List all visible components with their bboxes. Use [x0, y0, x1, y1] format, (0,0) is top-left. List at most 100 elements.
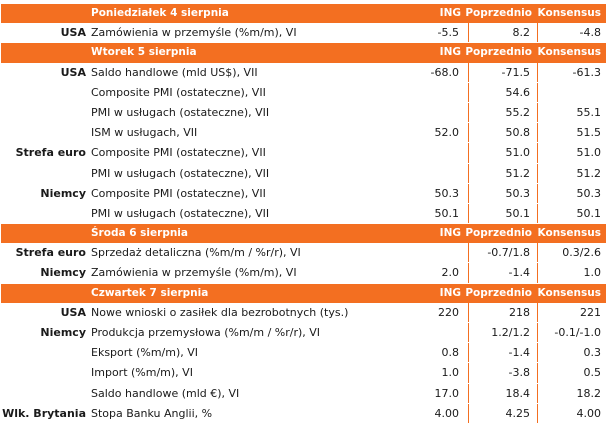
- day-header-row: Środa 6 sierpnia ING Poprzednio Konsensus: [1, 224, 606, 244]
- previous-value: -1.4: [508, 346, 530, 360]
- ing-forecast-value: 50.3: [434, 186, 460, 200]
- column-header-previous: Poprzednio: [465, 286, 532, 299]
- country-label: Wlk. Brytania: [2, 406, 86, 420]
- column-separator: [468, 343, 469, 363]
- column-separator: [468, 82, 469, 102]
- previous-value: 50.3: [505, 186, 531, 200]
- column-header-consensus: Konsensus: [537, 46, 601, 59]
- consensus-value: 1.0: [583, 266, 602, 280]
- column-header-previous: Poprzednio: [465, 46, 532, 59]
- column-separator: [468, 383, 469, 403]
- column-separator: [468, 403, 469, 423]
- column-separator: [468, 143, 469, 163]
- column-separator: [537, 102, 538, 123]
- consensus-value: 50.3: [576, 186, 602, 200]
- indicator-label: Saldo handlowe (mld €), VI: [91, 386, 240, 400]
- column-separator: [537, 62, 538, 82]
- column-header-previous: Poprzednio: [465, 7, 532, 19]
- column-separator: [537, 383, 538, 403]
- column-separator: [537, 82, 538, 102]
- ing-forecast-value: 52.0: [434, 126, 460, 140]
- previous-value: 4.25: [505, 406, 531, 420]
- column-separator: [537, 243, 538, 263]
- previous-value: 218: [509, 305, 530, 319]
- consensus-value: 51.2: [576, 166, 602, 180]
- consensus-value: 51.5: [576, 126, 602, 140]
- previous-value: 1.2/1.2: [491, 326, 530, 339]
- consensus-value: 4.00: [576, 406, 602, 420]
- column-separator: [537, 403, 538, 423]
- column-header-consensus: Konsensus: [537, 227, 601, 240]
- table-row: Eksport (%m/m), VI 0.8 -1.4 0.3: [1, 343, 606, 364]
- table-row: Niemcy Produkcja przemysłowa (%m/m / %r/r…: [1, 323, 606, 344]
- table-row: Strefa euro Composite PMI (ostateczne), V…: [1, 143, 606, 164]
- table-row: Saldo handlowe (mld €), VI 17.0 18.4 18.2: [1, 383, 606, 404]
- consensus-value: -0.1/-1.0: [554, 326, 601, 339]
- column-header-ing: ING: [439, 7, 461, 19]
- column-separator: [468, 62, 469, 82]
- column-separator: [468, 23, 469, 43]
- indicator-label: Saldo handlowe (mld US$), VII: [91, 65, 258, 79]
- previous-value: 55.2: [505, 105, 531, 119]
- table-row: PMI w usługach (ostateczne), VII 50.1 50.1…: [1, 203, 606, 225]
- indicator-label: Produkcja przemysłowa (%m/m / %r/r), VI: [91, 326, 321, 339]
- indicator-label: Zamówienia w przemyśle (%m/m), VI: [91, 266, 297, 280]
- indicator-label: Composite PMI (ostateczne), VII: [91, 85, 266, 99]
- economic-calendar-table: Poniedziałek 4 sierpnia ING Poprzednio Kons…: [1, 4, 606, 424]
- country-label: Strefa euro: [15, 246, 86, 260]
- table-row: PMI w usługach (ostateczne), VII 55.2 55.1: [1, 102, 606, 124]
- table-row: PMI w usługach (ostateczne), VII 51.2 51.2: [1, 163, 606, 184]
- column-separator: [537, 23, 538, 43]
- indicator-label: PMI w usługach (ostateczne), VII: [91, 166, 270, 180]
- country-label: USA: [60, 305, 86, 319]
- previous-value: 51.0: [505, 146, 531, 160]
- table-row: Wlk. Brytania Stopa Banku Anglii, % 4.00 4.…: [1, 403, 606, 424]
- indicator-label: Composite PMI (ostateczne), VII: [91, 146, 266, 160]
- ing-forecast-value: 2.0: [441, 266, 460, 280]
- indicator-label: Sprzedaż detaliczna (%m/m / %r/r), VI: [91, 246, 301, 260]
- table-row: Niemcy Zamówienia w przemyśle (%m/m), VI 2…: [1, 263, 606, 284]
- previous-value: 50.1: [505, 206, 531, 220]
- column-separator: [468, 123, 469, 143]
- previous-value: -71.5: [501, 65, 530, 79]
- ing-forecast-value: 50.1: [434, 206, 460, 220]
- column-separator: [537, 323, 538, 343]
- table-row: USA Saldo handlowe (mld US$), VII -68.0 -71…: [1, 62, 606, 83]
- consensus-value: -4.8: [579, 26, 601, 40]
- column-separator: [537, 203, 538, 224]
- consensus-value: 0.3: [583, 346, 602, 360]
- country-label: USA: [60, 65, 86, 79]
- ing-forecast-value: 4.00: [434, 406, 460, 420]
- table-row: USA Nowe wnioski o zasiłek dla bezrobotny…: [1, 302, 606, 323]
- ing-forecast-value: 17.0: [434, 386, 460, 400]
- column-header-ing: ING: [439, 286, 461, 299]
- country-label: Niemcy: [40, 326, 86, 339]
- day-title: Czwartek 7 sierpnia: [91, 286, 209, 299]
- table-row: Import (%m/m), VI 1.0 -3.8 0.5: [1, 363, 606, 384]
- consensus-value: 18.2: [576, 386, 602, 400]
- previous-value: 18.4: [505, 386, 531, 400]
- indicator-label: PMI w usługach (ostateczne), VII: [91, 105, 270, 119]
- ing-forecast-value: 1.0: [441, 366, 460, 380]
- column-header-consensus: Konsensus: [537, 7, 601, 19]
- country-label: Niemcy: [40, 266, 86, 280]
- country-label: Niemcy: [40, 186, 86, 200]
- column-header-ing: ING: [439, 46, 461, 59]
- column-separator: [537, 302, 538, 322]
- ing-forecast-value: 220: [438, 305, 459, 319]
- column-header-ing: ING: [439, 227, 461, 240]
- column-separator: [468, 302, 469, 322]
- consensus-value: 50.1: [576, 206, 602, 220]
- column-separator: [537, 143, 538, 163]
- table-row: Strefa euro Sprzedaż detaliczna (%m/m / %…: [1, 243, 606, 264]
- indicator-label: Stopa Banku Anglii, %: [91, 406, 213, 420]
- consensus-value: 51.0: [576, 146, 602, 160]
- column-separator: [468, 102, 469, 123]
- column-separator: [468, 323, 469, 343]
- column-separator: [537, 363, 538, 383]
- column-separator: [468, 263, 469, 283]
- consensus-value: 221: [580, 305, 601, 319]
- consensus-value: 0.3/2.6: [562, 246, 601, 260]
- column-separator: [537, 343, 538, 363]
- column-separator: [468, 243, 469, 263]
